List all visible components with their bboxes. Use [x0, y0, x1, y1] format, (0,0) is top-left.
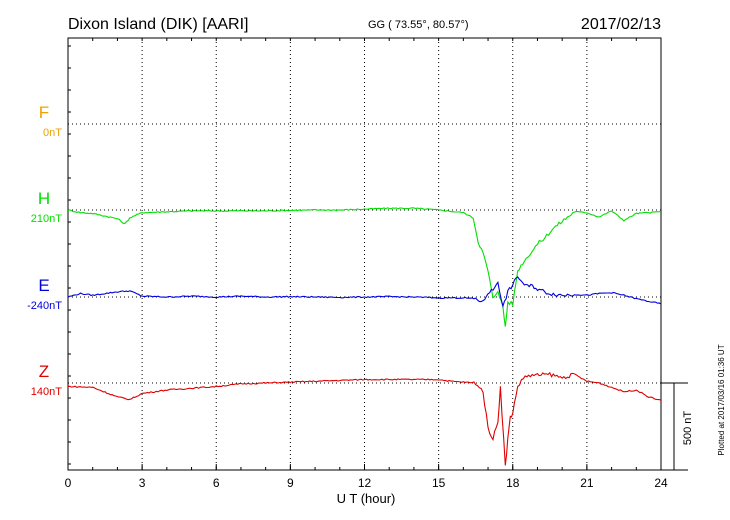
scale-bar-label: 500 nT	[682, 411, 694, 446]
x-tick-label: 6	[213, 476, 220, 490]
series-name-z: Z	[39, 362, 49, 381]
x-tick-label: 18	[506, 476, 520, 490]
x-tick-label: 0	[65, 476, 72, 490]
axis-ticks: 0 3 6 9 12 15 18 21 24	[65, 38, 668, 490]
x-tick-label: 15	[432, 476, 446, 490]
date-label: 2017/02/13	[581, 16, 661, 33]
series-labels: F 0nT H 210nT E -240nT Z 140nT	[27, 103, 62, 398]
grid-lines	[68, 38, 661, 470]
series-baseline-z: 140nT	[31, 386, 62, 398]
station-title: Dixon Island (DIK) [AARI]	[68, 16, 249, 33]
x-tick-label: 24	[654, 476, 668, 490]
series-baseline-h: 210nT	[31, 213, 62, 225]
x-axis-label: U T (hour)	[337, 491, 396, 506]
series-baseline-f: 0nT	[43, 127, 62, 139]
series-line-z	[67, 371, 662, 466]
coordinates-label: GG ( 73.55°, 80.57°)	[368, 19, 469, 31]
x-tick-label: 9	[287, 476, 294, 490]
series-name-h: H	[38, 189, 50, 208]
series-baseline-e: -240nT	[27, 300, 62, 312]
plotted-timestamp: Plotted at 2017/03/16 01:36 UT	[717, 344, 726, 455]
x-tick-label: 12	[358, 476, 372, 490]
series-line-e	[67, 276, 662, 309]
series-layer	[67, 207, 662, 466]
series-name-e: E	[38, 276, 49, 295]
series-line-h	[67, 207, 661, 327]
series-name-f: F	[39, 103, 49, 122]
x-tick-label: 21	[580, 476, 594, 490]
x-tick-label: 3	[139, 476, 146, 490]
scale-bar: 500 nT	[661, 382, 694, 471]
